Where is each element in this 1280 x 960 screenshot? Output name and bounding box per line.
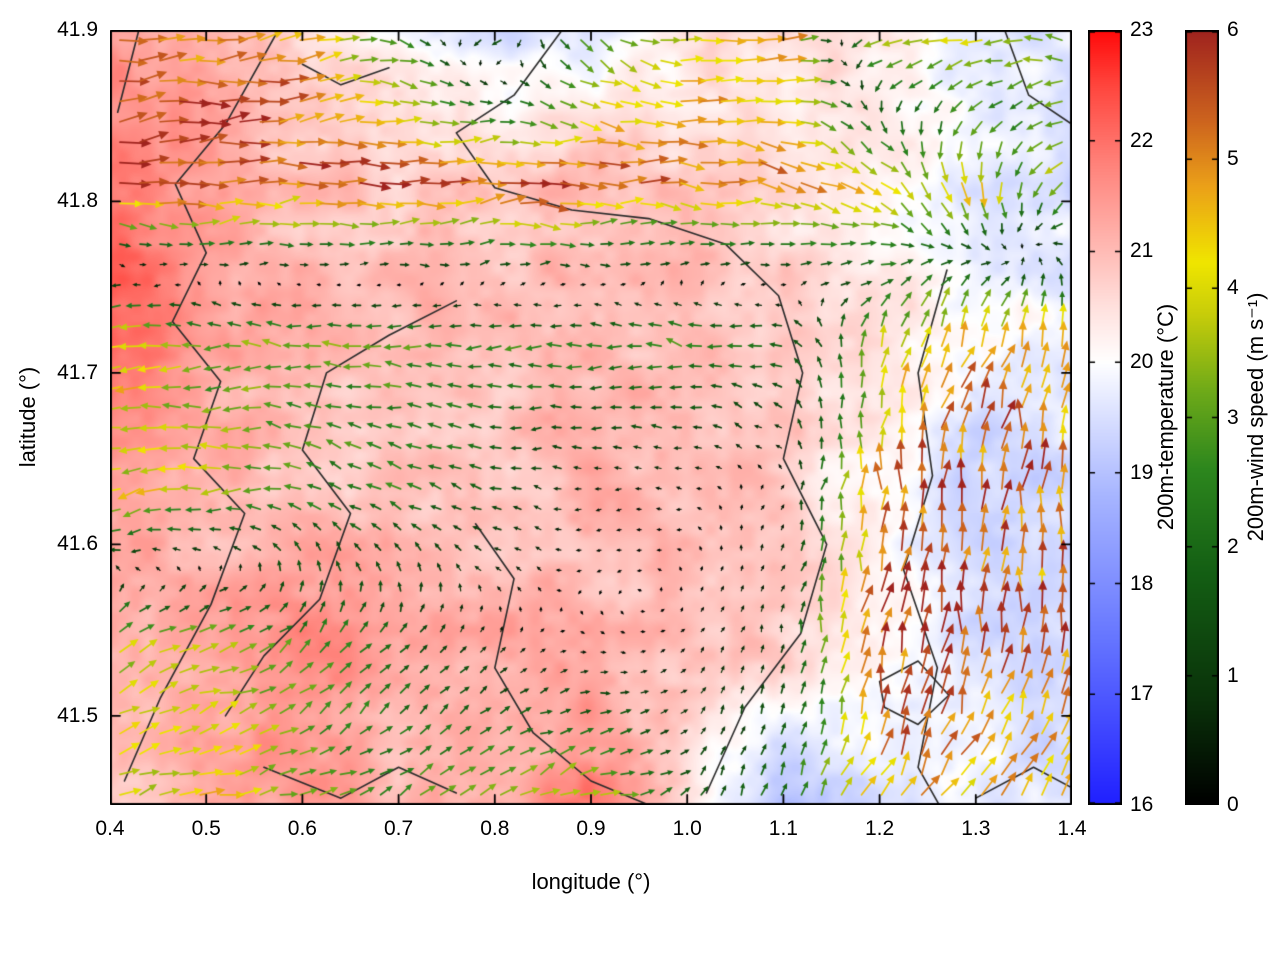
- y-tick-label: 41.9: [57, 18, 98, 41]
- x-tick-label: 1.2: [864, 817, 895, 840]
- wind-speed-tick-label: 0: [1227, 793, 1239, 816]
- x-tick-label: 1.0: [672, 817, 702, 840]
- x-tick-label: 0.5: [191, 817, 221, 840]
- x-tick-label: 0.8: [480, 817, 510, 840]
- y-tick-label: 41.8: [57, 189, 98, 213]
- wind-speed-tick-label: 5: [1227, 147, 1239, 171]
- wind-speed-tick-label: 4: [1227, 276, 1239, 300]
- y-tick-label: 41.5: [57, 703, 98, 727]
- x-tick-label: 1.3: [961, 817, 991, 840]
- temperature-wind-map-canvas: [110, 30, 1072, 805]
- temperature-colorbar: [1088, 30, 1122, 805]
- temperature-tick-label: 17: [1130, 682, 1154, 706]
- wind-speed-tick-label: 1: [1227, 663, 1239, 687]
- y-tick-label: 41.7: [57, 360, 98, 384]
- temperature-tick-label: 16: [1130, 793, 1154, 816]
- x-tick-label: 0.6: [287, 817, 317, 840]
- x-tick-label: 0.7: [383, 817, 414, 840]
- temperature-tick-label: 21: [1130, 239, 1154, 263]
- temperature-colorbar-label: 200m-temperature (°C): [1153, 303, 1178, 531]
- x-tick-label: 1.1: [768, 817, 798, 840]
- wind-speed-colorbar: [1185, 30, 1219, 805]
- temperature-tick-label: 22: [1130, 128, 1154, 152]
- wind-speed-tick-label: 2: [1227, 534, 1239, 558]
- temperature-tick-label: 18: [1130, 571, 1154, 595]
- temperature-tick-label: 19: [1130, 460, 1154, 484]
- temperature-tick-label: 23: [1130, 18, 1154, 41]
- x-tick-label: 0.9: [576, 817, 606, 840]
- x-tick-label: 0.4: [95, 817, 125, 840]
- temperature-tick-label: 20: [1130, 350, 1154, 374]
- wind-speed-tick-label: 6: [1227, 18, 1239, 41]
- wind-speed-tick-label: 3: [1227, 405, 1239, 429]
- x-tick-label: 1.4: [1057, 817, 1087, 840]
- x-axis-label: longitude (°): [531, 869, 651, 894]
- y-tick-label: 41.6: [57, 532, 98, 556]
